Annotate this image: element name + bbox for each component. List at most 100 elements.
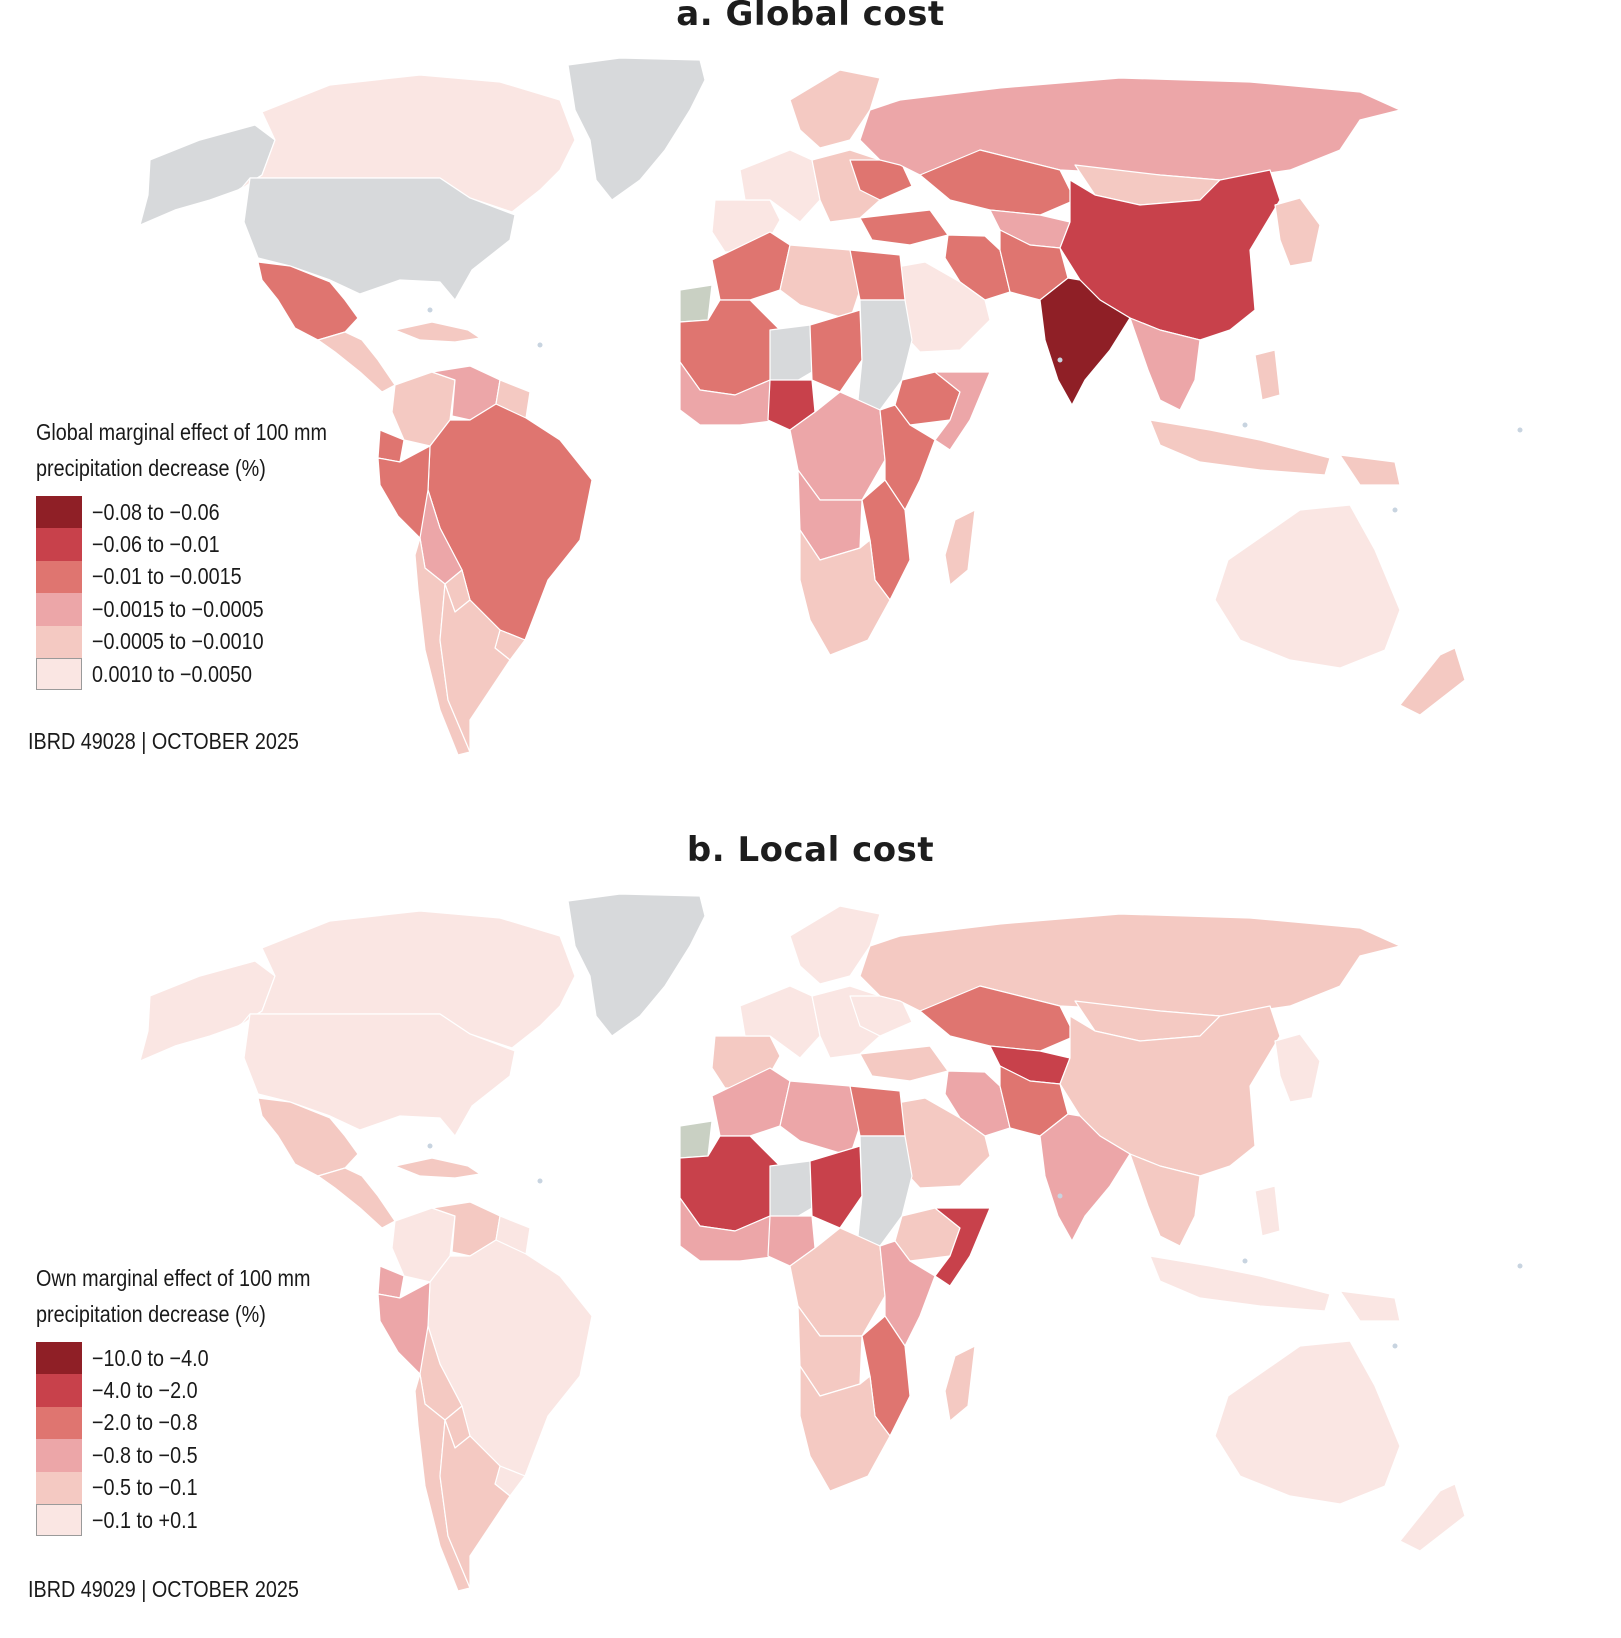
region-scandinavia (789, 905, 881, 985)
region-western-sahara (679, 1120, 713, 1159)
region-niger (769, 324, 813, 386)
island-mark (537, 1178, 543, 1184)
region-chile (414, 537, 471, 756)
legend-title-line-1: Own marginal effect of 100 mm (36, 1265, 311, 1291)
legend-swatch (36, 1342, 82, 1375)
legend-label: −0.8 to −0.5 (92, 1441, 198, 1468)
legend-row: −0.1 to +0.1 (36, 1503, 355, 1537)
legend-row: −10.0 to −4.0 (36, 1342, 355, 1375)
legend-label: −0.08 to −0.06 (92, 498, 220, 525)
legend-label: −0.1 to +0.1 (92, 1506, 198, 1533)
map-credit: IBRD 49028 | OCTOBER 2025 (28, 728, 299, 754)
island-mark (1242, 1258, 1248, 1264)
region-turkey (859, 1045, 949, 1082)
region-indonesia (1149, 419, 1331, 476)
region-southern-africa (799, 529, 891, 656)
region-central-america (317, 331, 396, 393)
region-madagascar (944, 509, 976, 586)
region-greenland (567, 893, 706, 1037)
legend-swatch (36, 1374, 82, 1407)
region-korea-japan (1274, 1033, 1321, 1103)
region-chile (414, 1373, 471, 1592)
region-korea-japan (1274, 197, 1321, 267)
region-sudan (857, 1135, 913, 1247)
region-new-zealand (1399, 1483, 1466, 1552)
map-legend: Global marginal effect of 100 mm precipi… (36, 414, 374, 691)
region-australia (1214, 504, 1401, 669)
region-png (1339, 454, 1401, 486)
region-ecuador (377, 1265, 405, 1299)
region-iran (944, 1070, 1011, 1137)
legend-label: −0.5 to −0.1 (92, 1474, 198, 1501)
legend-row: −0.08 to −0.06 (36, 496, 374, 529)
island-mark (1392, 1343, 1398, 1349)
region-caribbean (394, 321, 481, 343)
legend-swatch (36, 657, 82, 691)
legend-label: −4.0 to −2.0 (92, 1377, 198, 1404)
region-png (1339, 1290, 1401, 1322)
island-mark (1517, 1263, 1523, 1269)
region-horn (934, 371, 991, 451)
region-east-africa (879, 404, 936, 511)
region-usa (243, 1013, 516, 1137)
region-india (1039, 277, 1131, 406)
island-mark (537, 342, 543, 348)
island-mark (1057, 1193, 1063, 1199)
region-greenland (567, 57, 706, 201)
legend-label: −2.0 to −0.8 (92, 1409, 198, 1436)
island-mark (1392, 507, 1398, 513)
legend-swatch (36, 1471, 82, 1504)
legend-label: −10.0 to −4.0 (92, 1344, 209, 1371)
map-credit: IBRD 49029 | OCTOBER 2025 (28, 1576, 299, 1602)
region-chad (809, 1145, 863, 1229)
region-kazakhstan (919, 985, 1076, 1052)
region-western-europe (739, 985, 821, 1059)
legend-row: −0.0005 to −0.0010 (36, 625, 374, 658)
region-australia (1214, 1340, 1401, 1505)
region-argentina (439, 1419, 511, 1589)
island-mark (1242, 422, 1248, 428)
region-indonesia (1149, 1255, 1331, 1312)
legend-row: −2.0 to −0.8 (36, 1406, 355, 1440)
panel-title: b. Local cost (686, 830, 935, 870)
legend-title-line-2: precipitation decrease (%) (36, 1301, 266, 1327)
region-libya (779, 244, 861, 321)
region-madagascar (944, 1345, 976, 1422)
region-southeast-asia (1129, 317, 1201, 411)
legend-swatch (36, 560, 82, 594)
region-alaska (139, 124, 276, 226)
region-kazakhstan (919, 149, 1076, 216)
island-mark (427, 1143, 433, 1149)
panel-title: a. Global cost (676, 0, 945, 34)
region-sudan (857, 299, 913, 411)
region-china (1059, 1005, 1281, 1177)
region-russia (859, 77, 1401, 181)
legend-row: −0.5 to −0.1 (36, 1471, 355, 1504)
legend-label: −0.0005 to −0.0010 (92, 628, 264, 655)
legend-swatch (36, 625, 82, 658)
island-mark (1517, 427, 1523, 433)
region-east-africa (879, 1240, 936, 1347)
legend-row: −4.0 to −2.0 (36, 1374, 355, 1407)
region-niger (769, 1160, 813, 1222)
region-scandinavia (789, 69, 881, 149)
map-legend: Own marginal effect of 100 mm precipitat… (36, 1260, 355, 1537)
region-libya (779, 1080, 861, 1157)
legend-swatch (36, 1406, 82, 1440)
region-china (1059, 169, 1281, 341)
region-russia (859, 913, 1401, 1017)
legend-row: −0.01 to −0.0015 (36, 560, 374, 594)
region-philippines (1254, 1185, 1281, 1237)
world-map (139, 57, 1523, 756)
legend-swatch (36, 1439, 82, 1472)
legend-swatch (36, 528, 82, 561)
legend-row: −0.8 to −0.5 (36, 1439, 355, 1472)
region-chad (809, 309, 863, 393)
region-argentina (439, 583, 511, 753)
region-india (1039, 1113, 1131, 1242)
region-iran (944, 234, 1011, 301)
region-southeast-asia (1129, 1153, 1201, 1247)
region-egypt (849, 1085, 906, 1137)
region-ecuador (377, 429, 405, 463)
legend-swatch (36, 593, 82, 626)
